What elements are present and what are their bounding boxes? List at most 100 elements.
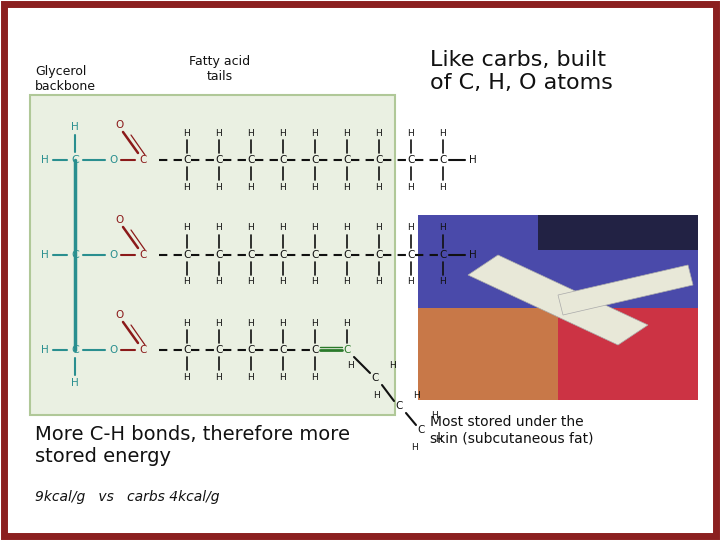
Text: H: H [71,378,79,388]
Text: C: C [184,250,191,260]
Text: H: H [215,129,222,138]
Text: Like carbs, built
of C, H, O atoms: Like carbs, built of C, H, O atoms [430,50,613,93]
Text: Glycerol
backbone: Glycerol backbone [35,65,96,93]
Text: H: H [376,129,382,138]
Bar [30,95,395,415]
Text: C: C [71,345,79,355]
Text: H: H [71,122,79,132]
Text: C: C [139,155,147,165]
Text: H: H [469,250,477,260]
Text: H: H [312,373,318,381]
Text: O: O [115,215,123,225]
Text: C: C [279,345,287,355]
Text: H: H [312,224,318,233]
Text: H: H [408,224,415,233]
Text: H: H [215,319,222,327]
Text: H: H [412,443,418,453]
Text: C: C [439,250,446,260]
Text: H: H [343,319,351,327]
Text: H: H [312,278,318,287]
Text: H: H [248,278,254,287]
Text: H: H [374,392,380,401]
Text: More C-H bonds, therefore more
stored energy: More C-H bonds, therefore more stored en… [35,425,350,466]
Text: H: H [184,183,190,192]
Text: C: C [71,155,79,165]
Text: C: C [343,345,351,355]
Text: C: C [215,345,222,355]
Text: C: C [408,155,415,165]
Text: H: H [184,224,190,233]
Text: C: C [375,250,383,260]
Text: H: H [343,183,351,192]
Text: C: C [418,425,425,435]
Bar [538,215,698,250]
Text: H: H [440,183,446,192]
Text: H: H [248,373,254,381]
Text: C: C [408,250,415,260]
Text: H: H [248,319,254,327]
Text: H: H [343,224,351,233]
Text: O: O [109,250,117,260]
Text: H: H [184,319,190,327]
Text: O: O [115,310,123,320]
Text: H: H [413,392,420,401]
Text: C: C [184,155,191,165]
Polygon shape [468,255,648,345]
Text: H: H [376,278,382,287]
Text: H: H [376,183,382,192]
Text: H: H [279,278,287,287]
Text: C: C [247,155,255,165]
Text: C: C [139,345,147,355]
Text: 9kcal/g   vs   carbs 4kcal/g: 9kcal/g vs carbs 4kcal/g [35,490,220,504]
Text: H: H [343,278,351,287]
Text: H: H [431,411,438,421]
Text: H: H [41,250,49,260]
Text: H: H [215,183,222,192]
Bar [498,308,698,400]
Text: H: H [408,129,415,138]
Text: O: O [109,345,117,355]
Text: H: H [184,129,190,138]
Text: C: C [311,250,319,260]
Polygon shape [558,265,693,315]
Text: C: C [247,250,255,260]
Text: O: O [115,120,123,130]
Text: C: C [372,373,379,383]
Text: H: H [346,361,354,370]
Text: C: C [343,155,351,165]
Text: H: H [248,224,254,233]
Text: C: C [311,155,319,165]
Text: H: H [440,278,446,287]
Text: Fatty acid
tails: Fatty acid tails [189,55,251,83]
Text: C: C [279,155,287,165]
Text: Most stored under the
skin (subcutaneous fat): Most stored under the skin (subcutaneous… [430,415,593,445]
Text: H: H [248,183,254,192]
Text: H: H [41,155,49,165]
Text: C: C [375,155,383,165]
Text: C: C [71,250,79,260]
Text: C: C [215,155,222,165]
Text: H: H [279,183,287,192]
Text: H: H [312,319,318,327]
Text: O: O [109,155,117,165]
Text: H: H [312,183,318,192]
Text: C: C [395,401,402,411]
Text: H: H [215,278,222,287]
Text: H: H [440,224,446,233]
Text: H: H [215,373,222,381]
Text: H: H [436,435,442,444]
Bar [418,308,558,400]
Bar [418,215,698,400]
Text: H: H [390,361,397,370]
Text: H: H [469,155,477,165]
Text: H: H [343,129,351,138]
Text: H: H [312,129,318,138]
Text: H: H [184,278,190,287]
Text: H: H [248,129,254,138]
Text: H: H [279,319,287,327]
Text: C: C [343,250,351,260]
Text: H: H [279,224,287,233]
Text: C: C [247,345,255,355]
Text: H: H [184,373,190,381]
Text: H: H [279,129,287,138]
